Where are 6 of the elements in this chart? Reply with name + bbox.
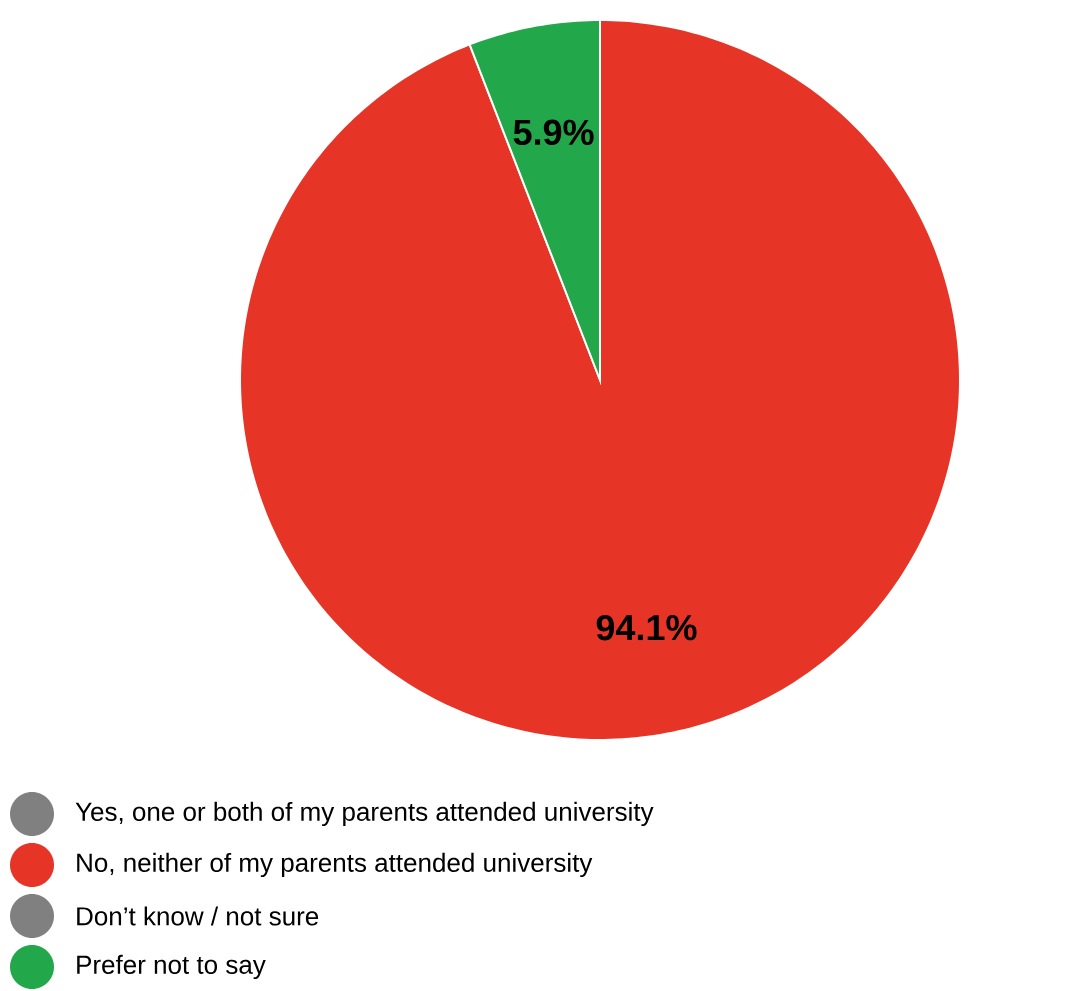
data-label: 94.1% [596, 614, 697, 641]
legend-label: No, neither of my parents attended university [77, 852, 593, 878]
legend-label: Don’t know / not sure [77, 906, 319, 926]
legend-label: Prefer not to say [77, 954, 266, 980]
legend-label: Yes, one or both of my parents attended university [75, 801, 654, 827]
data-label: 5.9% [513, 119, 594, 146]
